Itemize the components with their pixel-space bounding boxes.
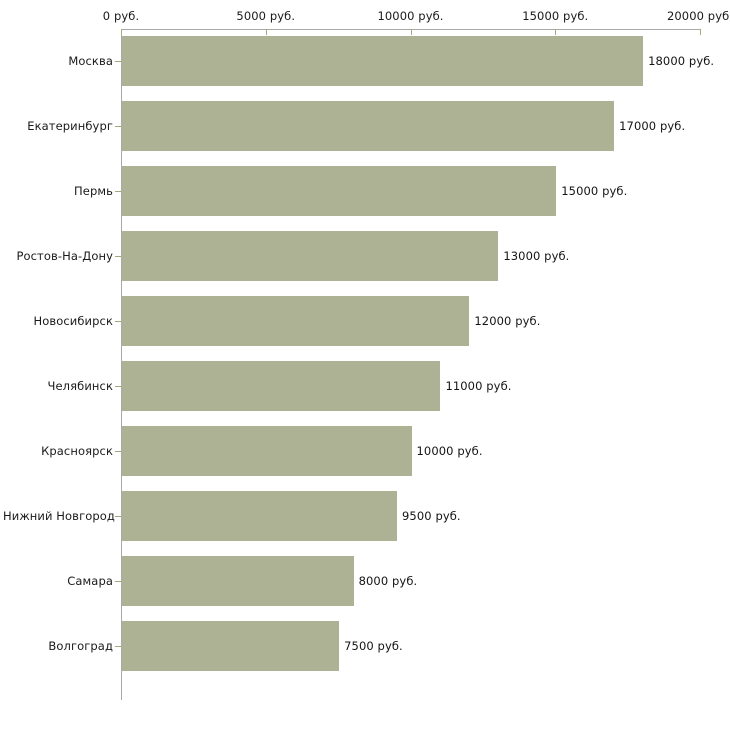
category-label: Пермь: [74, 184, 113, 198]
x-axis-tick-label: 20000 руб.: [666, 9, 730, 23]
y-axis-line: [121, 29, 122, 700]
x-axis-tick-label: 10000 руб.: [377, 9, 444, 23]
bar[interactable]: [122, 296, 470, 346]
bar[interactable]: [122, 166, 557, 216]
bar-value-label: 17000 руб.: [619, 119, 686, 133]
category-label-row: Челябинск: [0, 379, 113, 393]
bar-value-label: 7500 руб.: [344, 639, 403, 653]
bar[interactable]: [122, 361, 441, 411]
y-axis-tick: [115, 516, 121, 517]
y-axis-tick: [115, 581, 121, 582]
category-label-row: Волгоград: [0, 639, 113, 653]
category-label: Москва: [68, 54, 113, 68]
y-axis-tick: [115, 191, 121, 192]
y-axis-tick: [115, 321, 121, 322]
category-label-row: Нижний Новгород: [0, 509, 115, 523]
y-axis-tick: [115, 256, 121, 257]
bar[interactable]: [122, 101, 615, 151]
x-axis-tick-label: 0 руб.: [102, 9, 140, 23]
bar-value-label: 12000 руб.: [474, 314, 541, 328]
category-label: Новосибирск: [33, 314, 113, 328]
category-label: Самара: [67, 574, 113, 588]
x-axis-tick: [121, 29, 122, 35]
category-label: Ростов-На-Дону: [16, 249, 113, 263]
bar[interactable]: [122, 621, 340, 671]
y-axis-tick: [115, 61, 121, 62]
bar-value-label: 15000 руб.: [561, 184, 628, 198]
bar-value-label: 9500 руб.: [402, 509, 461, 523]
bar[interactable]: [122, 556, 354, 606]
category-label-row: Екатеринбург: [0, 119, 113, 133]
category-label-row: Пермь: [0, 184, 113, 198]
bar[interactable]: [122, 426, 412, 476]
category-label-row: Новосибирск: [0, 314, 113, 328]
x-axis-tick: [265, 29, 267, 35]
category-label: Волгоград: [48, 639, 113, 653]
bar[interactable]: [122, 491, 398, 541]
category-label: Нижний Новгород: [3, 509, 115, 523]
x-axis-tick-label: 15000 руб.: [522, 9, 589, 23]
bar[interactable]: [122, 36, 644, 86]
bar-value-label: 13000 руб.: [503, 249, 570, 263]
category-label-row: Красноярск: [0, 444, 113, 458]
bar[interactable]: [122, 231, 499, 281]
category-label-row: Ростов-На-Дону: [0, 249, 113, 263]
x-axis-tick: [700, 29, 701, 35]
category-label-row: Самара: [0, 574, 113, 588]
y-axis-tick: [115, 646, 121, 647]
bar-value-label: 8000 руб.: [358, 574, 418, 588]
x-axis-tick-label: 5000 руб.: [236, 9, 296, 23]
x-axis-tick: [410, 29, 412, 35]
category-label-row: Москва: [0, 54, 113, 68]
category-label: Екатеринбург: [27, 119, 113, 133]
category-label: Челябинск: [47, 379, 113, 393]
bar-value-label: 18000 руб.: [648, 54, 715, 68]
category-label: Красноярск: [41, 444, 113, 458]
y-axis-tick: [115, 386, 121, 387]
y-axis-tick: [115, 451, 121, 452]
bar-value-label: 11000 руб.: [445, 379, 512, 393]
bar-value-label: 10000 руб.: [416, 444, 483, 458]
x-axis-tick: [555, 29, 557, 35]
y-axis-tick: [115, 126, 121, 127]
